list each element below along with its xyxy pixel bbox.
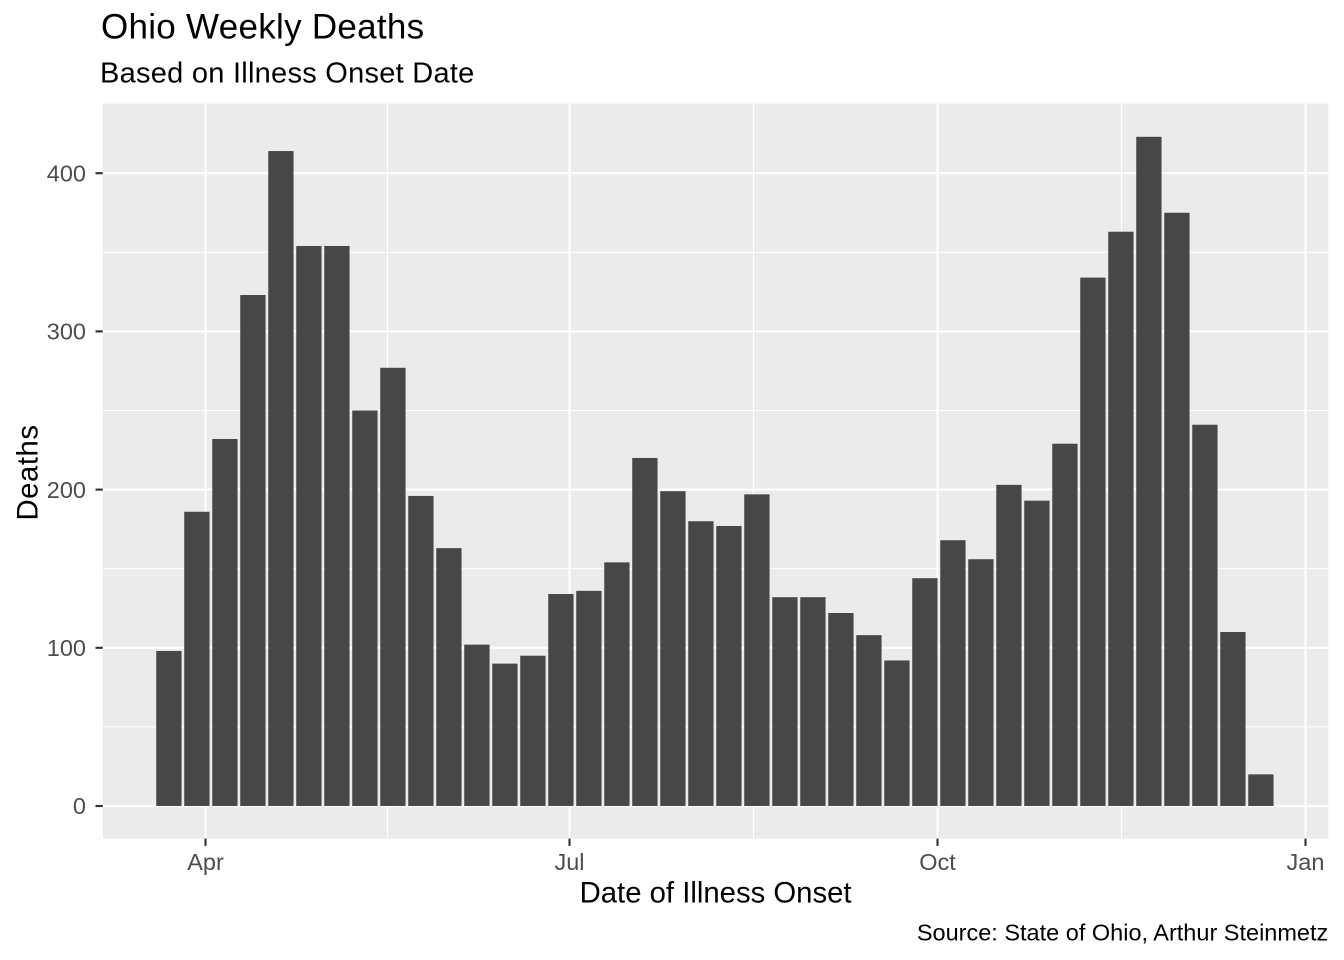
svg-text:Deaths: Deaths [11,424,44,520]
svg-text:100: 100 [47,635,86,661]
svg-text:400: 400 [47,160,86,186]
svg-text:Jul: Jul [554,849,584,875]
svg-text:Based on Illness Onset Date: Based on Illness Onset Date [100,57,475,89]
svg-text:Oct: Oct [919,849,956,875]
svg-text:Jan: Jan [1287,849,1325,875]
svg-text:Date of Illness Onset: Date of Illness Onset [580,877,852,910]
svg-text:Ohio Weekly Deaths: Ohio Weekly Deaths [101,8,424,47]
svg-text:0: 0 [73,793,86,819]
svg-text:Apr: Apr [187,849,224,875]
svg-text:Source: State of Ohio, Arthur: Source: State of Ohio, Arthur Steinmetz [917,919,1328,945]
svg-text:300: 300 [47,319,86,345]
svg-text:200: 200 [47,477,86,503]
